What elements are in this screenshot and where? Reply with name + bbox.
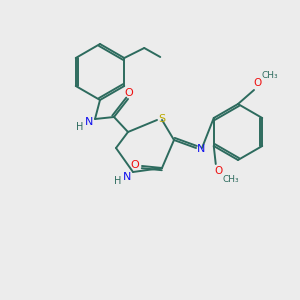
Text: O: O bbox=[254, 78, 262, 88]
Text: O: O bbox=[214, 166, 223, 176]
Text: CH₃: CH₃ bbox=[222, 175, 239, 184]
Text: N: N bbox=[85, 117, 93, 127]
Text: N: N bbox=[123, 172, 131, 182]
Text: N: N bbox=[197, 144, 205, 154]
Text: O: O bbox=[130, 160, 140, 170]
Text: H: H bbox=[114, 176, 122, 186]
Text: H: H bbox=[76, 122, 84, 132]
Text: CH₃: CH₃ bbox=[262, 71, 278, 80]
Text: O: O bbox=[124, 88, 134, 98]
Text: S: S bbox=[158, 114, 166, 124]
